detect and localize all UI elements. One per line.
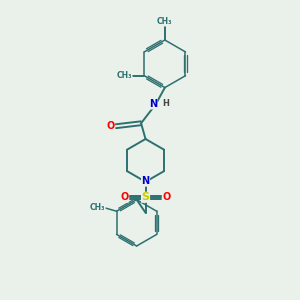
Text: N: N bbox=[149, 99, 157, 109]
Text: CH₃: CH₃ bbox=[90, 202, 105, 211]
Text: N: N bbox=[142, 176, 150, 186]
Text: CH₃: CH₃ bbox=[157, 17, 172, 26]
Text: CH₃: CH₃ bbox=[117, 71, 132, 80]
Text: O: O bbox=[106, 121, 115, 131]
Text: S: S bbox=[142, 192, 149, 202]
Text: O: O bbox=[120, 192, 128, 202]
Text: O: O bbox=[163, 192, 171, 202]
Text: H: H bbox=[162, 99, 169, 108]
